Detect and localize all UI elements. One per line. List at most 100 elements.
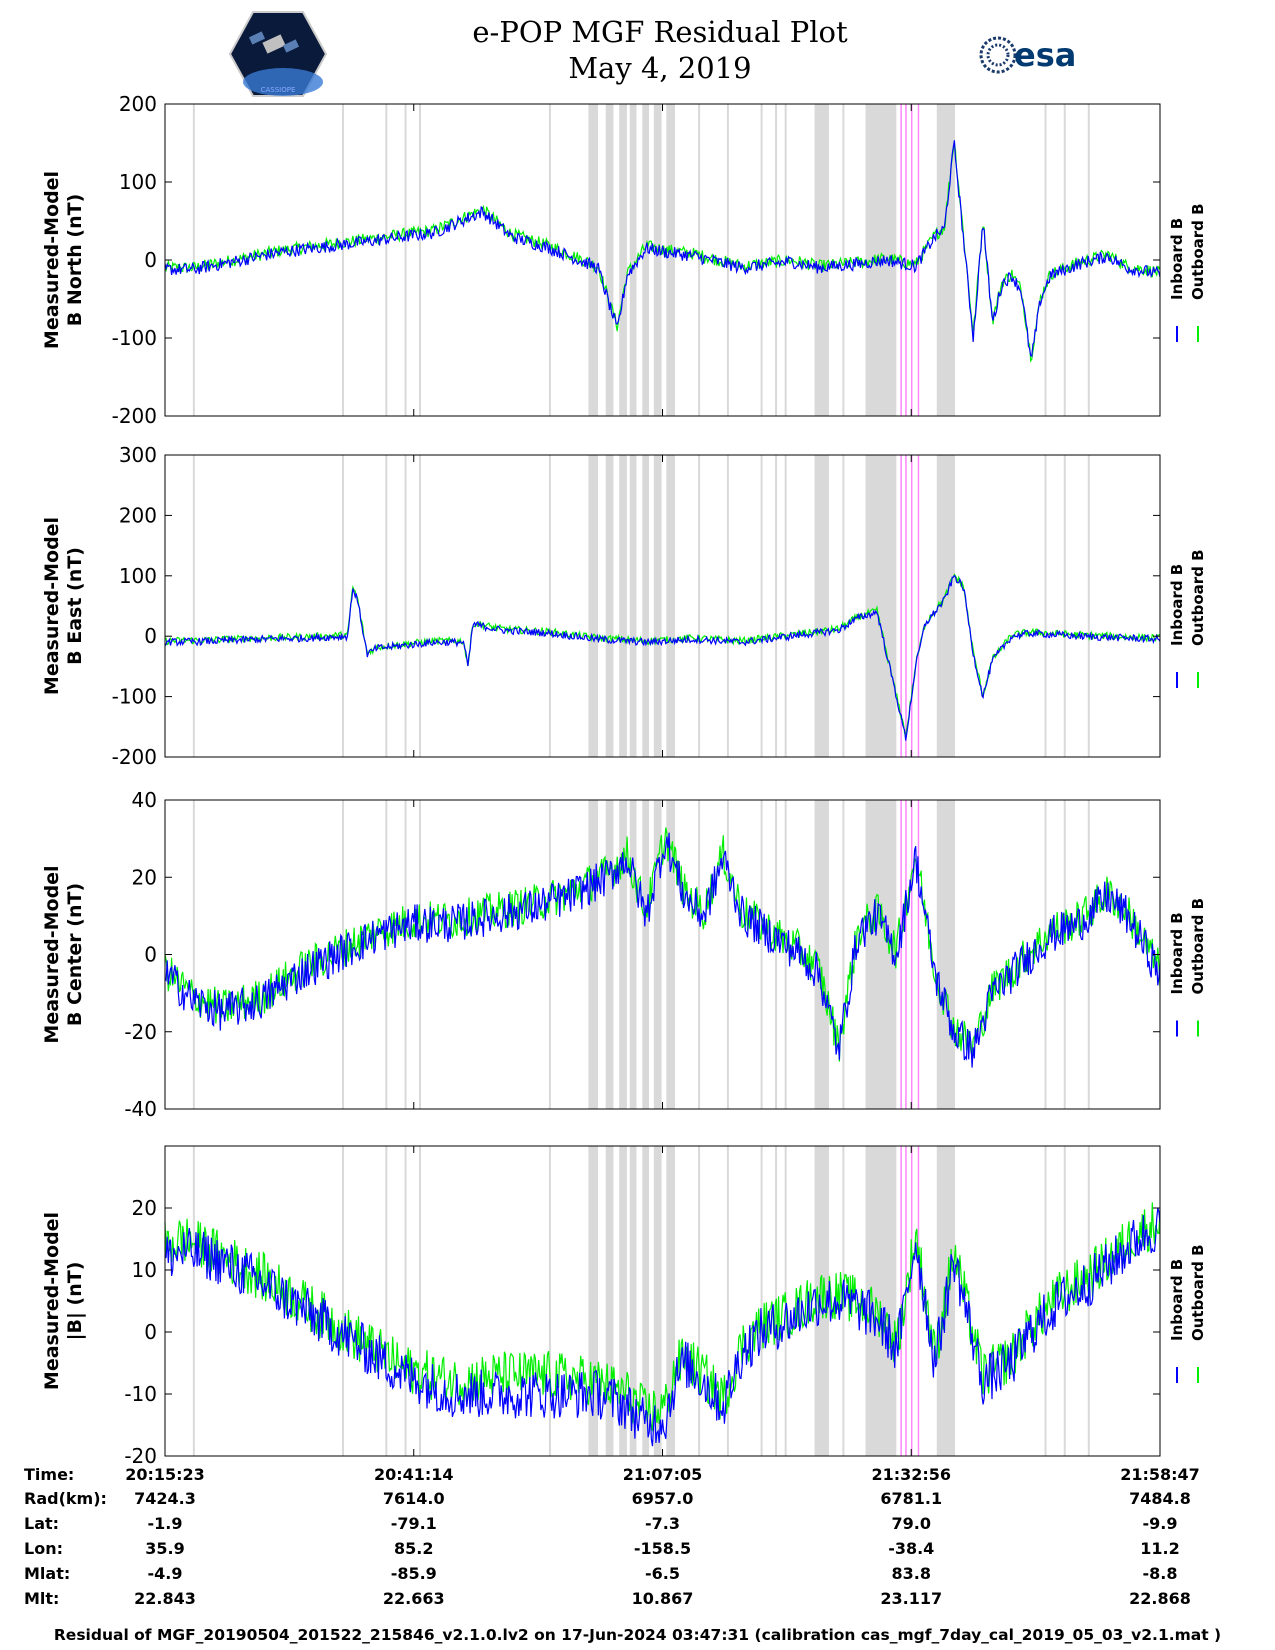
- y-tick-label: -20: [124, 1444, 157, 1468]
- data-gap-band: [814, 800, 829, 1109]
- data-gap-band: [588, 455, 599, 757]
- data-gap-band: [666, 1146, 676, 1456]
- series-line-inboard: [164, 574, 1161, 741]
- y-axis-label-line: Measured-Model: [41, 171, 63, 349]
- table-cell: 10.867: [631, 1589, 694, 1608]
- y-axis-label-line: |B| (nT): [64, 1262, 86, 1341]
- table-cell: 35.9: [145, 1539, 185, 1558]
- data-gap-band: [666, 455, 676, 757]
- esa-logo: esa: [979, 36, 1076, 74]
- plot-frame: [164, 1145, 1161, 1457]
- data-gap-band: [588, 1146, 599, 1456]
- data-gap-band: [666, 104, 676, 416]
- data-gap-band: [619, 800, 627, 1109]
- y-tick-label: 100: [119, 564, 157, 588]
- y-tick-label: 20: [132, 865, 157, 889]
- data-gap-band: [619, 104, 627, 416]
- data-gap-band: [865, 1146, 897, 1456]
- legend-entry: Inboard B: [1168, 1259, 1186, 1341]
- table-cell: 7424.3: [134, 1489, 196, 1508]
- cassiope-logo-text: CASSIOPE: [261, 86, 296, 94]
- y-tick-label: 10: [132, 1258, 157, 1282]
- data-gap-band: [629, 104, 637, 416]
- table-cell: -79.1: [390, 1514, 437, 1533]
- table-cell: 7614.0: [382, 1489, 445, 1508]
- table-row-label: Time:: [24, 1465, 75, 1484]
- table-row-label: Lon:: [24, 1539, 63, 1558]
- table-cell: 22.843: [134, 1589, 196, 1608]
- series-line-inboard: [164, 1207, 1161, 1447]
- data-gap-band: [653, 800, 662, 1109]
- data-gap-band: [666, 800, 676, 1109]
- table-cell: -8.8: [1142, 1564, 1178, 1583]
- y-tick-label: 20: [132, 1196, 157, 1220]
- table-row-label: Rad(km):: [24, 1489, 107, 1508]
- data-gap-band: [605, 455, 614, 757]
- data-gap-band: [865, 800, 897, 1109]
- data-gap-band: [936, 800, 956, 1109]
- y-tick-label: -10: [124, 1382, 157, 1406]
- table-cell: 7484.8: [1129, 1489, 1191, 1508]
- y-tick-label: 300: [119, 443, 157, 467]
- table-cell: -4.9: [147, 1564, 183, 1583]
- data-gap-band: [814, 104, 829, 416]
- table-cell: 21:58:47: [1120, 1465, 1200, 1484]
- data-gap-band: [619, 455, 627, 757]
- legend-entry: Inboard B: [1168, 218, 1186, 300]
- data-gap-band: [605, 800, 614, 1109]
- data-gap-band: [865, 455, 897, 757]
- plot-frame: [164, 799, 1161, 1110]
- data-gap-band: [642, 1146, 650, 1456]
- data-gap-band: [814, 455, 829, 757]
- y-axis-label: Measured-Model|B| (nT): [41, 1212, 86, 1390]
- footer-caption: Residual of MGF_20190504_201522_215846_v…: [53, 1626, 1222, 1644]
- y-axis-label-line: Measured-Model: [41, 517, 63, 695]
- table-cell: 6957.0: [631, 1489, 694, 1508]
- y-tick-label: -100: [112, 326, 157, 350]
- y-axis-label-line: B North (nT): [64, 194, 86, 327]
- y-axis-label-line: Measured-Model: [41, 865, 63, 1043]
- y-tick-label: 0: [144, 624, 157, 648]
- cassiope-logo: CASSIOPE: [228, 11, 328, 97]
- legend-entry: Inboard B: [1168, 912, 1186, 994]
- table-cell: 79.0: [891, 1514, 931, 1533]
- series-line-outboard: [164, 1202, 1161, 1432]
- table-cell: -6.5: [645, 1564, 680, 1583]
- y-tick-label: 40: [132, 788, 157, 812]
- table-row-label: Mlat:: [24, 1564, 71, 1583]
- data-gap-band: [653, 104, 662, 416]
- data-gap-band: [814, 1146, 829, 1456]
- table-cell: -158.5: [633, 1539, 692, 1558]
- y-axis-label-line: B Center (nT): [64, 883, 86, 1026]
- data-gap-band: [605, 104, 614, 416]
- table-cell: -85.9: [390, 1564, 437, 1583]
- data-gap-band: [653, 1146, 662, 1456]
- data-gap-band: [936, 1146, 956, 1456]
- table-cell: 20:41:14: [373, 1465, 454, 1484]
- table-cell: 20:15:23: [125, 1465, 205, 1484]
- series-line-inboard: [164, 140, 1161, 357]
- plot-frame: [164, 103, 1161, 417]
- data-gap-band: [588, 104, 599, 416]
- y-tick-label: 200: [119, 92, 157, 116]
- table-cell: -1.9: [147, 1514, 183, 1533]
- data-gap-band: [642, 104, 650, 416]
- table-cell: 21:07:05: [622, 1465, 703, 1484]
- y-tick-label: 100: [119, 170, 157, 194]
- data-gap-band: [629, 800, 637, 1109]
- table-row-label: Lat:: [24, 1514, 60, 1533]
- data-gap-band: [605, 1146, 614, 1456]
- data-gap-band: [619, 1146, 627, 1456]
- data-gap-band: [588, 800, 599, 1109]
- y-tick-label: 0: [144, 1320, 157, 1344]
- table-cell: -9.9: [1142, 1514, 1178, 1533]
- table-cell: 21:32:56: [871, 1465, 952, 1484]
- data-gap-band: [936, 455, 956, 757]
- legend-entry: Outboard B: [1189, 203, 1207, 300]
- table-cell: 85.2: [394, 1539, 434, 1558]
- series-line-outboard: [164, 827, 1161, 1062]
- data-gap-band: [642, 800, 650, 1109]
- legend-entry: Outboard B: [1189, 1244, 1207, 1341]
- legend-entry: Outboard B: [1189, 549, 1207, 646]
- chart-title: e-POP MGF Residual Plot May 4, 2019: [380, 14, 940, 86]
